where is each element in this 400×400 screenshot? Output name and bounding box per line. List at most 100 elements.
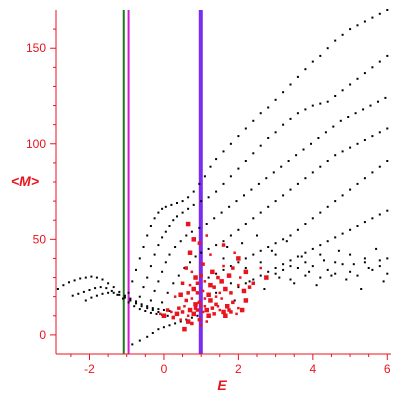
data-point-black	[289, 83, 292, 86]
data-point-black	[153, 217, 156, 220]
data-point-black	[378, 259, 381, 262]
data-point-black	[311, 60, 314, 63]
data-point-black	[334, 154, 337, 157]
data-point-red	[229, 291, 233, 295]
data-point-black	[135, 300, 137, 303]
data-point-red	[204, 307, 209, 313]
data-point-black	[229, 234, 232, 237]
data-point-black	[174, 322, 177, 325]
data-point-black	[334, 200, 337, 203]
data-point-black	[367, 267, 370, 269]
data-point-red	[203, 305, 207, 308]
data-point-black	[349, 228, 352, 231]
data-point-red	[208, 282, 213, 288]
data-point-red	[239, 307, 245, 313]
data-point-black	[200, 251, 203, 254]
data-point-black	[319, 244, 322, 247]
data-point-black	[123, 294, 126, 297]
data-point-black	[157, 244, 160, 247]
data-point-black	[79, 277, 82, 280]
data-point-black	[170, 203, 173, 206]
data-point-black	[319, 253, 322, 256]
data-point-black	[99, 286, 102, 289]
data-point-red	[201, 289, 205, 293]
data-point-black	[229, 265, 232, 268]
data-point-black	[311, 247, 314, 250]
data-point-black	[278, 276, 281, 279]
data-point-black	[151, 332, 154, 334]
data-point-black	[82, 290, 85, 293]
data-point-black	[310, 142, 312, 145]
data-point-red	[236, 256, 241, 261]
data-point-black	[168, 324, 171, 327]
data-point-black	[146, 234, 149, 237]
data-point-black	[256, 234, 258, 237]
data-point-black	[304, 251, 307, 254]
data-point-black	[345, 278, 348, 281]
data-point-black	[326, 205, 329, 208]
data-point-red	[165, 308, 170, 312]
data-point-black	[189, 261, 191, 264]
data-point-black	[304, 177, 307, 180]
data-point-black	[241, 242, 244, 245]
data-point-black	[265, 177, 268, 180]
data-point-black	[181, 211, 184, 214]
data-point-black	[122, 297, 124, 300]
data-point-black	[187, 207, 190, 210]
data-point-black	[88, 289, 91, 291]
data-point-black	[205, 223, 208, 225]
data-point-black	[161, 270, 164, 273]
data-point-red	[205, 320, 208, 323]
data-point-black	[127, 291, 130, 294]
x-tick-label: -2	[84, 362, 95, 376]
data-point-black	[233, 299, 236, 302]
data-point-black	[168, 310, 171, 312]
data-point-red	[231, 300, 235, 305]
data-point-black	[209, 165, 212, 168]
data-point-black	[164, 230, 167, 233]
data-point-black	[356, 225, 359, 227]
data-point-black	[200, 200, 203, 203]
x-tick-label: 2	[235, 362, 242, 376]
data-point-black	[285, 240, 288, 243]
data-point-black	[304, 68, 307, 71]
data-point-black	[162, 309, 165, 311]
data-point-black	[267, 205, 270, 208]
data-point-black	[356, 77, 359, 80]
data-point-black	[289, 278, 292, 281]
data-point-black	[349, 83, 352, 86]
data-point-black	[161, 236, 164, 239]
data-point-black	[257, 182, 260, 185]
data-point-red	[177, 306, 181, 310]
data-point-black	[334, 95, 337, 97]
data-point-black	[341, 194, 344, 197]
data-point-red	[201, 310, 205, 314]
data-point-red	[190, 321, 194, 326]
data-point-black	[237, 228, 240, 231]
data-point-black	[267, 137, 270, 139]
data-point-black	[349, 28, 352, 31]
data-point-black	[62, 284, 65, 287]
axes: -2 0 2 4 6 0 50 100 150	[26, 10, 391, 376]
data-point-black	[135, 302, 137, 305]
data-point-red	[199, 324, 203, 327]
data-point-black	[226, 246, 229, 248]
data-point-black	[138, 295, 141, 298]
data-point-red	[243, 298, 249, 303]
data-point-red	[227, 308, 231, 312]
data-point-red	[191, 286, 196, 292]
data-point-red	[184, 298, 188, 303]
data-point-black	[282, 194, 285, 197]
data-point-black	[354, 112, 357, 115]
data-point-black	[56, 288, 59, 290]
data-point-black	[371, 171, 374, 174]
data-point-black	[237, 167, 240, 170]
data-point-red	[218, 291, 221, 295]
data-point-black	[144, 310, 147, 312]
data-point-black	[123, 296, 126, 299]
data-point-black	[198, 182, 201, 185]
data-point-black	[138, 257, 141, 260]
data-point-red	[187, 250, 193, 255]
data-point-black	[334, 272, 337, 275]
